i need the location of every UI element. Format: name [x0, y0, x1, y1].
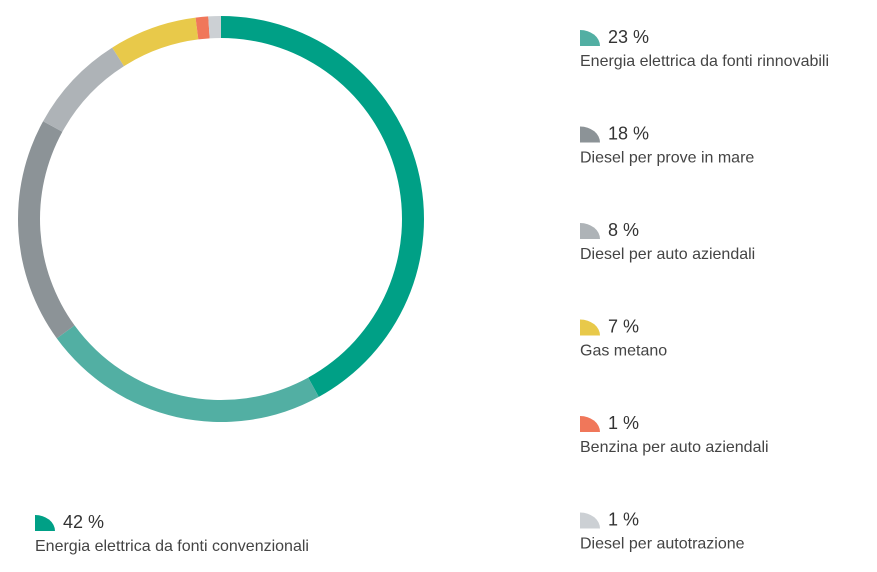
- legend-value: 8 %: [608, 220, 639, 240]
- legend-icon: [580, 223, 600, 239]
- legend-label: Diesel per prove in mare: [580, 150, 754, 167]
- legend-value: 1 %: [608, 509, 639, 529]
- legend-label: Energia elettrica da fonti convenzionali: [35, 538, 309, 555]
- legend-label: Energia elettrica da fonti rinnovabili: [580, 53, 829, 70]
- legend-label: Benzina per auto aziendali: [580, 439, 769, 456]
- donut-segment: [56, 325, 319, 423]
- legend-icon: [580, 416, 600, 432]
- legend-value: 18 %: [608, 123, 649, 143]
- legend-value: 23 %: [608, 27, 649, 47]
- legend-icon: [580, 319, 600, 336]
- legend-icon: [580, 512, 600, 529]
- donut-segment: [17, 121, 75, 339]
- legend-value: 7 %: [608, 316, 639, 336]
- legend-icon: [580, 30, 600, 46]
- donut-segment: [221, 16, 424, 397]
- donut-segment: [195, 16, 210, 40]
- donut-segment: [208, 16, 221, 39]
- donut-segment: [43, 47, 125, 132]
- legend-value: 42 %: [63, 512, 104, 532]
- donut-segment: [112, 17, 199, 67]
- legend-icon: [35, 515, 55, 531]
- legend-label: Diesel per autotrazione: [580, 536, 745, 553]
- legend-label: Gas metano: [580, 343, 667, 360]
- legend-label: Diesel per auto aziendali: [580, 246, 755, 263]
- legend-value: 1 %: [608, 413, 639, 433]
- legend-icon: [580, 126, 600, 143]
